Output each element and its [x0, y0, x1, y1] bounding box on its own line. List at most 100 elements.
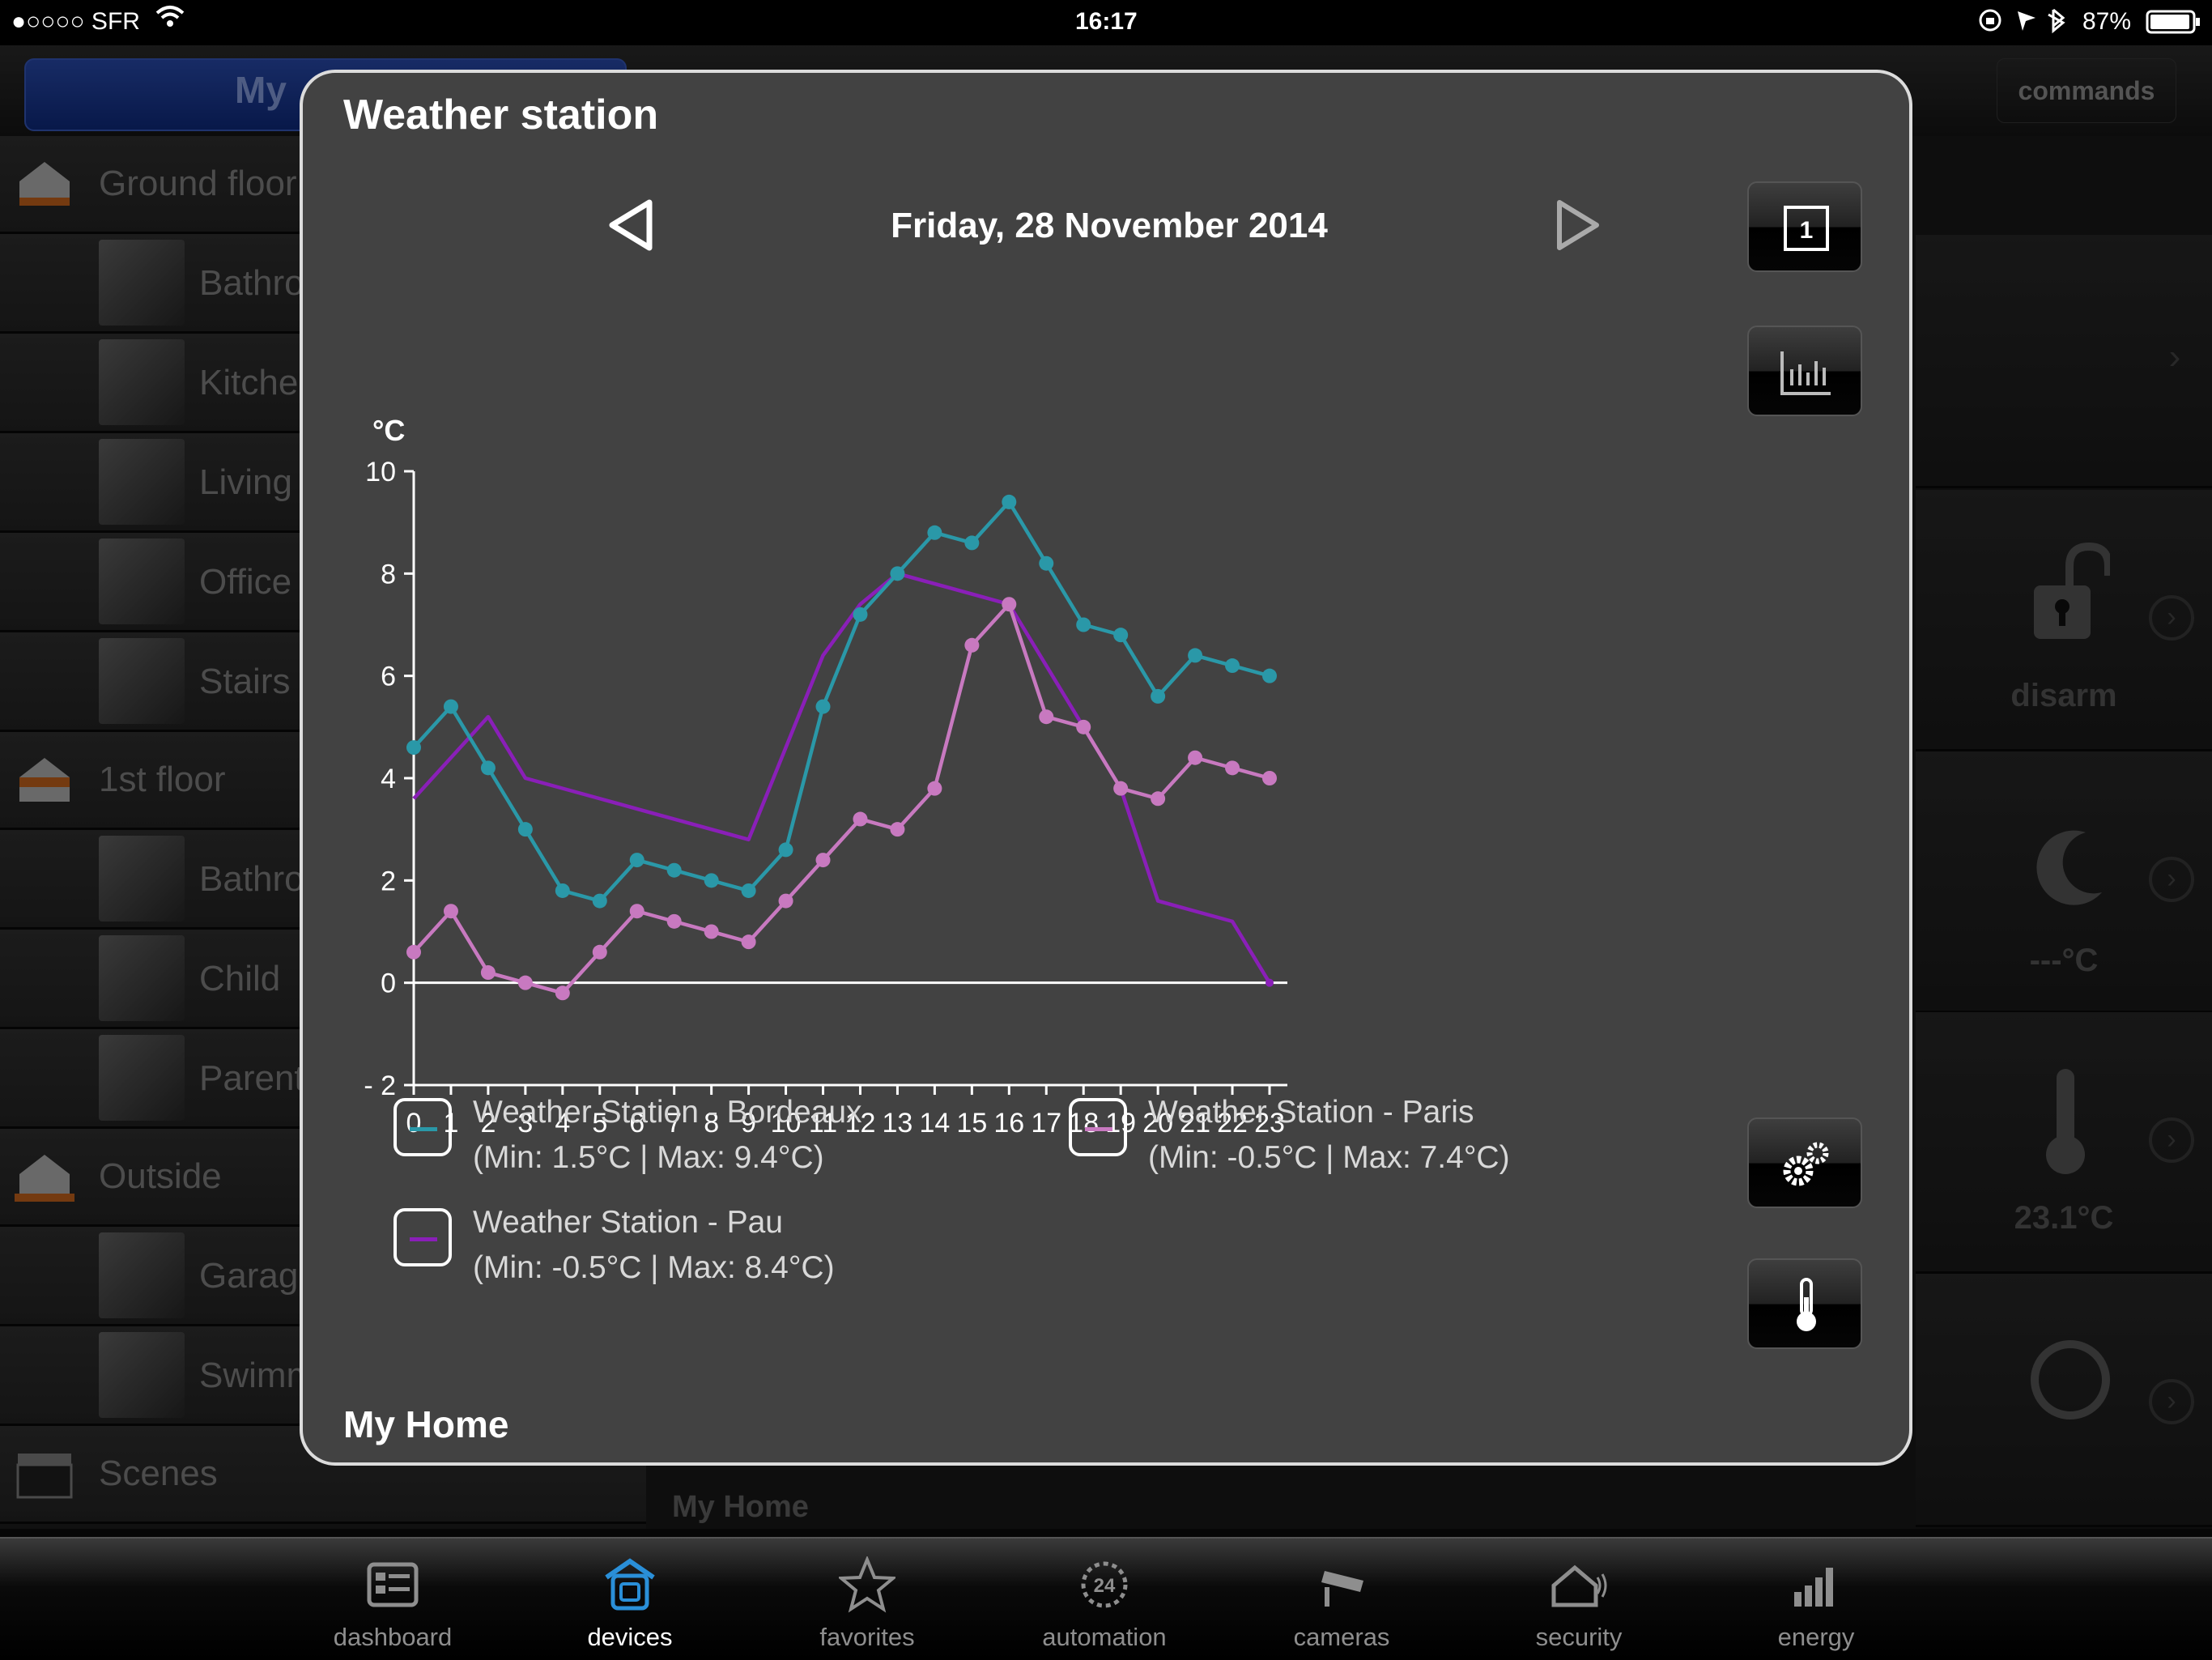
data-point	[1262, 771, 1277, 785]
house-icon	[19, 162, 70, 206]
data-point	[555, 883, 570, 898]
temperature-unit-button[interactable]	[1747, 1258, 1862, 1349]
home-tab-label: My	[235, 69, 287, 111]
sidebar-room-label: Living	[199, 462, 292, 502]
thermometer-icon	[2046, 1069, 2085, 1174]
chart-type-button[interactable]	[1747, 326, 1862, 416]
y-tick-label: 6	[381, 662, 396, 692]
data-point	[1188, 750, 1203, 765]
x-tick-label: 22	[1217, 1108, 1248, 1139]
data-point	[406, 944, 421, 960]
tab-devices[interactable]: devices	[525, 1539, 735, 1660]
y-tick-label: 4	[381, 764, 396, 794]
chevron-right-icon: ›	[2168, 337, 2181, 377]
room-thumbnail	[99, 538, 185, 624]
data-point	[964, 637, 980, 653]
clock: 16:17	[1075, 8, 1138, 35]
chevron-right-icon: ›	[2149, 1379, 2194, 1424]
tab-automation[interactable]: 24 automation	[999, 1539, 1210, 1660]
y-tick-label: 10	[365, 457, 396, 487]
data-point	[778, 893, 793, 909]
tab-label: security	[1535, 1623, 1623, 1651]
data-point	[1076, 617, 1091, 632]
data-point	[741, 883, 756, 898]
bar-chart-icon	[1780, 351, 1831, 395]
data-point	[853, 607, 868, 622]
data-point	[1113, 781, 1129, 796]
period-day-button[interactable]: 1	[1747, 181, 1862, 272]
x-tick-label: 16	[993, 1108, 1024, 1139]
y-tick-label: 8	[381, 559, 396, 590]
alarm-tile[interactable]: › disarm	[1916, 490, 2212, 751]
temperature-tile[interactable]: › 23.1°C	[1916, 1012, 2212, 1274]
legend-series-name: Weather Station - Bordeaux	[473, 1095, 862, 1130]
x-tick-label: 19	[1105, 1108, 1136, 1139]
room-thumbnail	[99, 339, 185, 425]
data-point	[517, 822, 533, 837]
tab-security[interactable]: security	[1474, 1539, 1684, 1660]
battery-label: 87%	[2082, 8, 2132, 35]
y-tick-label: - 2	[364, 1070, 396, 1101]
y-tick-label: 2	[381, 866, 396, 896]
security-icon	[1551, 1564, 1607, 1607]
x-tick-label: 4	[555, 1108, 570, 1139]
commands-button[interactable]: commands	[1997, 58, 2176, 123]
data-point	[480, 965, 496, 981]
night-tile[interactable]: › ---°C	[1916, 751, 2212, 1013]
tab-dashboard[interactable]: dashboard	[287, 1539, 498, 1660]
data-point	[592, 944, 607, 960]
data-point	[1266, 978, 1274, 987]
sidebar-floor-label: Ground floor	[99, 164, 297, 203]
data-point	[1039, 709, 1054, 725]
legend-swatch	[1085, 1127, 1112, 1131]
weather-station-modal: Weather station Friday, 28 November 2014…	[300, 70, 1912, 1466]
thermometer-icon	[1797, 1278, 1816, 1331]
tab-favorites[interactable]: favorites	[762, 1539, 972, 1660]
x-tick-label: 9	[741, 1108, 756, 1139]
legend-series-name: Weather Station - Pau	[473, 1205, 783, 1240]
period-button-label: 1	[1800, 217, 1814, 244]
power-tile[interactable]: ›	[1916, 1274, 2212, 1527]
data-point	[1002, 597, 1017, 612]
data-point	[1039, 555, 1054, 571]
sidebar-room-label: Child	[199, 959, 281, 998]
data-point	[890, 822, 905, 837]
legend-checkbox[interactable]	[393, 1208, 452, 1266]
lock-open-icon	[2034, 542, 2110, 639]
gears-icon	[1783, 1142, 1829, 1186]
data-point	[1262, 668, 1277, 683]
data-point	[1151, 688, 1166, 704]
data-point	[629, 853, 644, 868]
legend-checkbox[interactable]	[1069, 1098, 1127, 1156]
data-point	[704, 873, 719, 888]
series-line	[412, 572, 1271, 984]
data-point	[517, 975, 533, 990]
data-point	[853, 811, 868, 827]
moon-icon	[2036, 830, 2102, 905]
settings-button[interactable]	[1747, 1117, 1862, 1208]
status-icons	[1979, 6, 2073, 40]
data-point	[704, 924, 719, 939]
house-icon	[15, 1155, 74, 1202]
x-tick-label: 5	[592, 1108, 607, 1139]
data-point	[815, 699, 831, 714]
room-thumbnail	[99, 1035, 185, 1121]
tab-label: devices	[587, 1623, 673, 1651]
legend-series-range: (Min: 1.5°C | Max: 9.4°C)	[473, 1140, 824, 1175]
camera-icon	[1321, 1571, 1363, 1607]
tab-energy[interactable]: energy	[1711, 1539, 1921, 1660]
legend-checkbox[interactable]	[393, 1098, 452, 1156]
chart-series	[406, 494, 1277, 1001]
next-day-button[interactable]	[1550, 193, 1606, 258]
clapperboard-icon	[16, 1454, 73, 1499]
right-panel-row[interactable]: ›	[1916, 235, 2212, 488]
x-tick-label: 10	[771, 1108, 802, 1139]
sidebar-room-label: Kitchen	[199, 363, 318, 402]
sidebar-room-label: Office	[199, 562, 292, 602]
legend-series-range: (Min: -0.5°C | Max: 8.4°C)	[473, 1250, 835, 1285]
previous-day-button[interactable]	[602, 193, 659, 258]
carrier-label: ●○○○○ SFR	[11, 8, 140, 35]
tab-cameras[interactable]: cameras	[1236, 1539, 1447, 1660]
